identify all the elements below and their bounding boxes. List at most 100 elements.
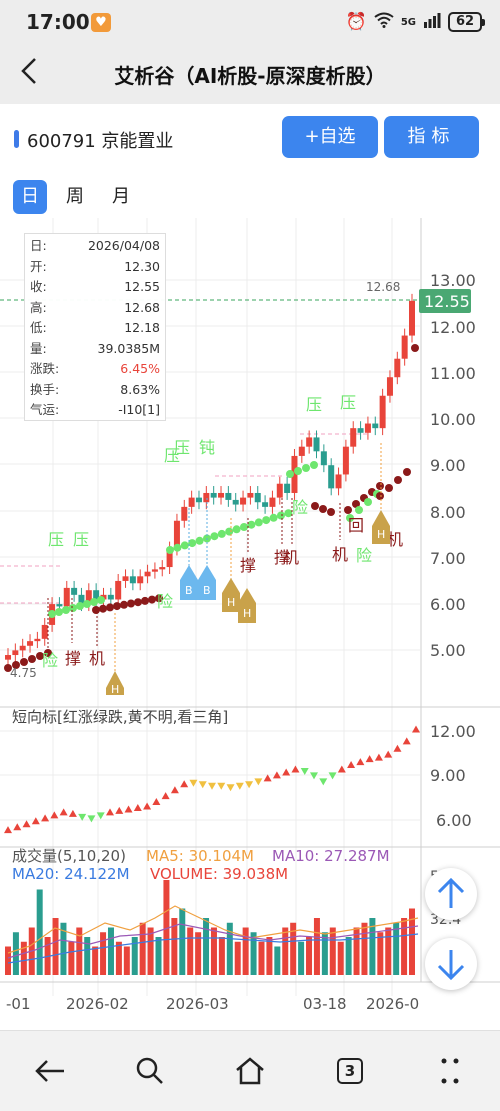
alarm-icon: ⏰ [345, 12, 367, 32]
page-title: 艾析谷（AI析股-原深度析股） [114, 64, 386, 88]
candle-body [276, 483, 283, 498]
arrow-up-icon [437, 877, 465, 908]
candle-body [364, 423, 371, 433]
volume-bar [401, 918, 408, 975]
candle-body [188, 497, 195, 507]
browser-tabs-button[interactable]: 3 [330, 1051, 370, 1091]
browser-bottom-bar: 3 [0, 1030, 500, 1111]
svg-text:H: H [111, 683, 119, 696]
volume-title: 成交量(5,10,20) [12, 847, 126, 865]
signal-dot [411, 344, 419, 352]
back-button[interactable] [12, 56, 46, 92]
scroll-up-button[interactable] [425, 868, 477, 920]
indicator-triangle [254, 778, 263, 786]
marker-cheng: 撑 [274, 548, 290, 567]
volume-bar [123, 946, 130, 975]
indicator-triangle [208, 782, 216, 790]
candle-body [63, 587, 70, 607]
volume-bar [60, 922, 67, 975]
indicator-triangle [245, 781, 254, 789]
scroll-down-button[interactable] [425, 938, 477, 990]
signal-dot [294, 467, 302, 475]
candle-body [12, 650, 19, 656]
indicator-title: 短向标[红涨绿跌,黄不明,看三角] [12, 708, 228, 726]
tab-month[interactable]: 月 [112, 186, 130, 207]
candle-body [342, 446, 349, 475]
signal-dot [232, 525, 241, 534]
signal-dot [269, 513, 278, 522]
chart-area[interactable]: 13.00 12.00 11.00 10.00 9.00 8.00 7.00 6… [0, 218, 500, 1018]
signal-dot [346, 514, 354, 522]
browser-home-button[interactable] [230, 1051, 270, 1091]
signal-dot [99, 604, 107, 613]
volume-bar [377, 932, 384, 975]
signal-dot [134, 598, 142, 607]
info-row-close: 收: 12.55 [30, 279, 160, 294]
volume-bar [12, 932, 19, 975]
volume-bar [203, 918, 210, 975]
add-watchlist-button[interactable]: +自选 [282, 116, 378, 158]
signal-dot [310, 461, 318, 469]
volume-bar [369, 918, 376, 975]
candle-body [247, 492, 254, 498]
signal-dot [76, 602, 84, 610]
signal-dot [376, 492, 384, 500]
more-vertical-icon [441, 1058, 459, 1084]
signal-dot [364, 498, 372, 506]
browser-menu-button[interactable] [430, 1051, 470, 1091]
candle-body [357, 428, 364, 433]
candle-body [85, 590, 92, 605]
info-row-high: 高: 12.68 [30, 299, 160, 315]
price-axis-label: 13.00 [430, 271, 476, 290]
candle-body [372, 423, 379, 429]
volume-ma20: MA20: 24.122M [12, 865, 130, 883]
indicator-triangle [4, 826, 12, 834]
signal-dot [344, 506, 352, 514]
indicator-triangle [272, 771, 281, 779]
info-row-open: 开: 12.30 [30, 258, 160, 274]
signal-dot [352, 500, 360, 508]
candle-body [19, 645, 26, 651]
indicator-triangle [13, 823, 22, 831]
volume-bar [306, 937, 313, 975]
browser-back-button[interactable] [30, 1051, 70, 1091]
marker-dun: 钝 [199, 438, 215, 457]
volume-bar [274, 946, 281, 975]
indicator-button[interactable]: 指标 [384, 116, 479, 158]
candle-body [225, 492, 232, 500]
indicator-triangle [96, 812, 105, 820]
volume-bar [36, 889, 43, 975]
indicator-triangle [319, 778, 328, 786]
signal-dot [62, 606, 70, 614]
price-axis-label: 12.00 [430, 318, 476, 337]
signal-dot [55, 608, 63, 616]
indicator-triangle [226, 784, 235, 792]
indicator-triangle [31, 817, 40, 825]
tab-week[interactable]: 周 [66, 186, 84, 207]
volume-bar [84, 937, 91, 975]
candle-body [409, 300, 415, 336]
marker-cheng: 撑 [65, 649, 81, 668]
volume-bar [290, 922, 297, 975]
candle-body [93, 590, 100, 600]
tab-day[interactable]: 日 [13, 180, 47, 214]
volume-bar [337, 941, 344, 975]
signal-dot-series [4, 344, 419, 672]
volume-bar [92, 946, 99, 975]
volume-bar [242, 927, 249, 975]
indicator-axis-label: 12.00 [430, 722, 476, 741]
marker-xian: 险 [42, 651, 58, 670]
volume-bar [107, 927, 114, 975]
marker-ji: 机 [387, 530, 403, 549]
indicator-triangle [143, 802, 152, 810]
indicator-triangle [235, 782, 244, 790]
candle-body [41, 624, 48, 639]
candle-body [335, 474, 342, 489]
signal-dot [286, 470, 294, 478]
b-badges: B B [180, 565, 216, 600]
volume-bar [329, 927, 336, 975]
indicator-triangle [217, 782, 226, 790]
signal-dot [155, 594, 163, 603]
indicator-triangle [133, 803, 142, 811]
browser-search-button[interactable] [130, 1051, 170, 1091]
